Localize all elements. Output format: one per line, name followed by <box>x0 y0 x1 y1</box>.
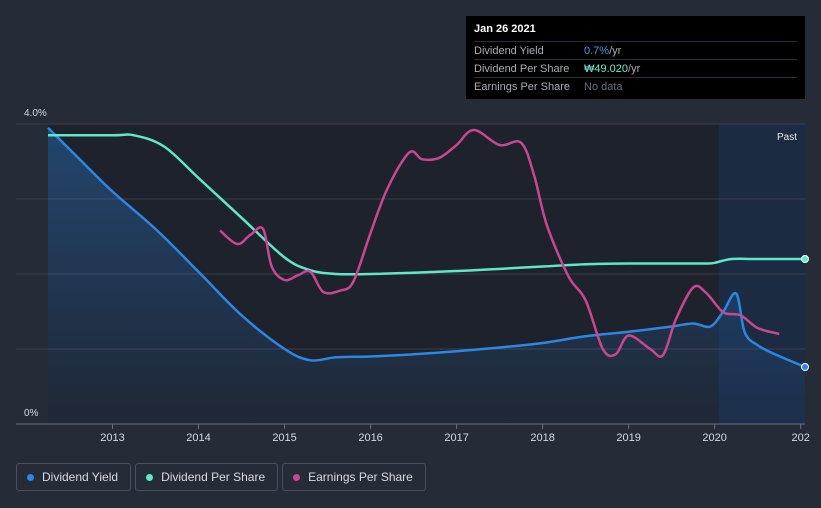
x-tick-label: 2016 <box>358 432 382 444</box>
tooltip-label: Dividend Yield <box>474 44 544 57</box>
legend-dot-icon <box>146 473 154 481</box>
tooltip-value: 0.7% <box>584 44 610 57</box>
legend-dot-icon <box>27 473 34 481</box>
tooltip-unit: /yr <box>628 62 641 75</box>
dividend-per-share-line <box>48 133 805 276</box>
legend-item-earnings-per-share[interactable]: Earnings Per Share <box>282 463 426 491</box>
tooltip-label: Dividend Per Share <box>474 62 570 75</box>
dividend-yield-line <box>47 126 806 369</box>
dividend-yield-end-marker <box>801 363 809 371</box>
legend-dot-icon <box>293 473 301 481</box>
past-label: Past <box>777 132 797 143</box>
legend: Dividend Yield Dividend Per Share Earnin… <box>16 463 426 491</box>
x-tick-label: 2014 <box>186 432 210 444</box>
legend-label: Earnings Per Share <box>308 470 413 484</box>
x-tick-label: 2020 <box>702 432 726 444</box>
x-tick-label: 2017 <box>444 432 468 444</box>
x-tick-label: 2019 <box>616 432 640 444</box>
dividend-yield-area <box>48 127 805 425</box>
tooltip-value: No data <box>584 80 623 93</box>
legend-item-dividend-yield[interactable]: Dividend Yield <box>16 463 132 491</box>
hover-tooltip: Jan 26 2021 Dividend Yield 0.7% /yr Divi… <box>466 16 805 99</box>
dividend-per-share-end-marker <box>801 255 809 263</box>
tooltip-value: ₩49.020 <box>584 62 629 75</box>
x-tick-label: 2018 <box>530 432 554 444</box>
x-tick-label: 202 <box>792 432 810 444</box>
earnings-per-share-line <box>219 128 780 358</box>
tooltip-date: Jan 26 2021 <box>474 23 536 35</box>
tooltip-unit: /yr <box>609 44 622 57</box>
legend-item-dividend-per-share[interactable]: Dividend Per Share <box>135 463 279 491</box>
tooltip-row-dividend-per-share: Dividend Per Share ₩49.020 /yr <box>474 59 797 77</box>
y-axis-label-bottom: 0% <box>24 408 39 419</box>
legend-label: Dividend Per Share <box>161 470 266 484</box>
y-axis-label-top: 4.0% <box>24 108 47 119</box>
x-tick-label: 2015 <box>272 432 296 444</box>
tooltip-row-dividend-yield: Dividend Yield 0.7% /yr <box>474 41 797 59</box>
tooltip-label: Earnings Per Share <box>474 80 570 93</box>
x-tick-label: 2013 <box>100 432 124 444</box>
tooltip-row-earnings-per-share: Earnings Per Share No data <box>474 77 797 95</box>
legend-label: Dividend Yield <box>42 470 119 484</box>
